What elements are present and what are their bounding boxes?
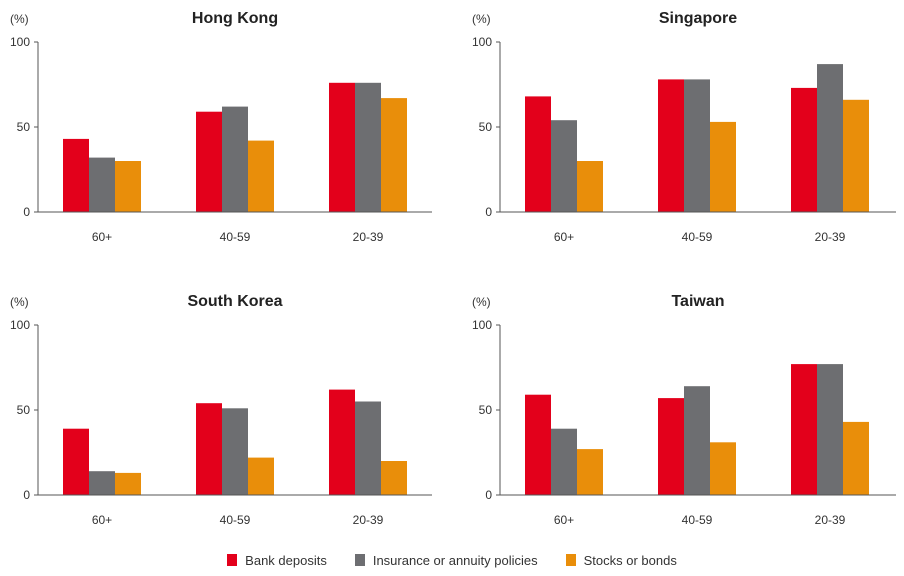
bar-stocks-or-bonds: [248, 140, 274, 212]
legend-swatch-insurance: [354, 554, 365, 566]
bar-bank-deposits: [525, 394, 551, 495]
x-tick-label: 60+: [92, 513, 112, 527]
y-tick-label: 50: [479, 120, 493, 134]
bar-bank-deposits: [63, 428, 89, 495]
chart-panel-taiwan: Taiwan (%) 0 50 100 60+ 40-59 20-39: [472, 293, 896, 527]
bar-bank-deposits: [196, 403, 222, 495]
y-tick-label: 100: [472, 318, 492, 332]
bar-insurance-or-annuity-policies: [355, 401, 381, 495]
chart-title: Singapore: [659, 10, 737, 27]
bar-stocks-or-bonds: [381, 98, 407, 212]
bar-stocks-or-bonds: [115, 161, 141, 212]
bar-stocks-or-bonds: [248, 457, 274, 495]
bar-insurance-or-annuity-policies: [817, 364, 843, 495]
bar-stocks-or-bonds: [843, 99, 869, 212]
x-tick-label: 60+: [92, 230, 112, 244]
y-axis-unit-label: (%): [10, 12, 29, 26]
y-tick-label: 0: [485, 488, 492, 502]
x-tick-label: 20-39: [815, 230, 846, 244]
x-tick-label: 40-59: [682, 513, 713, 527]
bar-bank-deposits: [791, 87, 817, 212]
bar-bank-deposits: [791, 364, 817, 495]
x-tick-label: 40-59: [682, 230, 713, 244]
y-axis-unit-label: (%): [472, 295, 491, 309]
x-tick-label: 20-39: [353, 230, 384, 244]
legend-item-insurance: Insurance or annuity policies: [354, 552, 538, 568]
bar-insurance-or-annuity-policies: [817, 64, 843, 212]
x-tick-label: 20-39: [815, 513, 846, 527]
bar-bank-deposits: [329, 82, 355, 212]
y-tick-label: 100: [10, 35, 30, 49]
x-tick-label: 40-59: [220, 513, 251, 527]
legend-label-bank-deposits: Bank deposits: [245, 552, 327, 568]
bar-insurance-or-annuity-policies: [355, 82, 381, 212]
chart-title: Hong Kong: [192, 10, 278, 27]
bar-bank-deposits: [329, 389, 355, 495]
y-axis-unit-label: (%): [472, 12, 491, 26]
bar-stocks-or-bonds: [710, 442, 736, 495]
legend: Bank deposits Insurance or annuity polic…: [0, 548, 904, 572]
bar-insurance-or-annuity-policies: [684, 386, 710, 495]
y-tick-label: 50: [17, 403, 31, 417]
bar-bank-deposits: [525, 96, 551, 212]
bar-insurance-or-annuity-policies: [89, 157, 115, 212]
bar-stocks-or-bonds: [710, 121, 736, 212]
bar-insurance-or-annuity-policies: [684, 79, 710, 213]
y-axis-unit-label: (%): [10, 295, 29, 309]
x-tick-label: 60+: [554, 230, 574, 244]
bar-stocks-or-bonds: [577, 449, 603, 495]
bar-insurance-or-annuity-policies: [89, 471, 115, 495]
y-tick-label: 0: [485, 205, 492, 219]
chart-panel-hong-kong: Hong Kong (%) 0 50 100 60+ 40-59 20-39: [10, 10, 432, 244]
bar-bank-deposits: [658, 79, 684, 213]
bar-insurance-or-annuity-policies: [551, 428, 577, 495]
chart-panel-south-korea: South Korea (%) 0 50 100 60+ 40-59 20-39: [10, 293, 432, 527]
chart-panel-singapore: Singapore (%) 0 50 100 60+ 40-59 20-39: [472, 10, 896, 244]
bar-stocks-or-bonds: [381, 461, 407, 495]
legend-item-bank-deposits: Bank deposits: [227, 553, 327, 568]
legend-label-insurance: Insurance or annuity policies: [372, 552, 538, 568]
bar-bank-deposits: [63, 138, 89, 212]
x-tick-label: 20-39: [353, 513, 384, 527]
bar-bank-deposits: [658, 398, 684, 495]
bar-stocks-or-bonds: [843, 421, 869, 495]
chart-title: South Korea: [187, 293, 282, 310]
y-tick-label: 50: [479, 403, 493, 417]
legend-swatch-stocks-bonds: [565, 554, 576, 566]
bar-stocks-or-bonds: [577, 161, 603, 212]
y-tick-label: 0: [23, 488, 30, 502]
x-tick-label: 40-59: [220, 230, 251, 244]
y-tick-label: 0: [23, 205, 30, 219]
legend-label-stocks-bonds: Stocks or bonds: [583, 552, 677, 568]
x-tick-label: 60+: [554, 513, 574, 527]
chart-title: Taiwan: [671, 293, 724, 310]
bar-insurance-or-annuity-policies: [222, 106, 248, 212]
y-tick-label: 100: [10, 318, 30, 332]
bar-insurance-or-annuity-policies: [222, 408, 248, 495]
bar-bank-deposits: [196, 111, 222, 212]
y-tick-label: 100: [472, 35, 492, 49]
legend-swatch-bank-deposits: [227, 554, 238, 566]
bar-stocks-or-bonds: [115, 472, 141, 495]
y-tick-label: 50: [17, 120, 31, 134]
bar-insurance-or-annuity-policies: [551, 120, 577, 212]
legend-item-stocks-bonds: Stocks or bonds: [565, 552, 677, 568]
